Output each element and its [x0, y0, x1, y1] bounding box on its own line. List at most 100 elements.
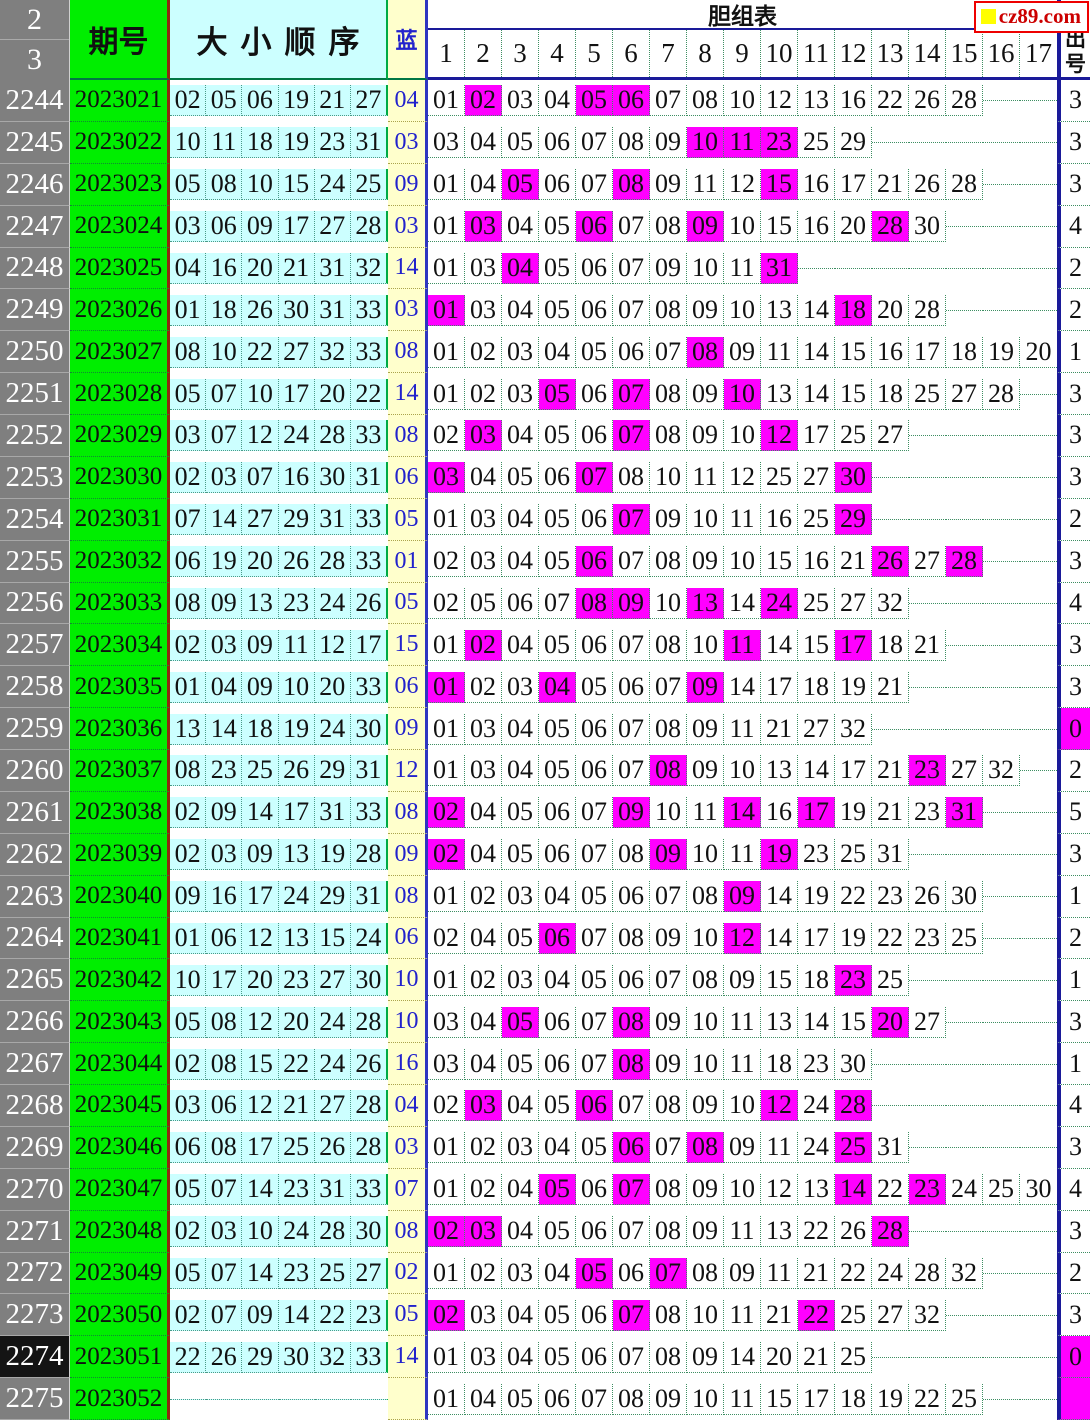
order-cell — [242, 1398, 279, 1400]
count-cell: 2 — [1057, 917, 1090, 960]
period-cell: 2023041 — [70, 917, 170, 960]
period-cell: 2023042 — [70, 959, 170, 1002]
order-cell: 23 — [278, 587, 315, 619]
ball-cell: 08 — [650, 1174, 687, 1206]
ball-cell: 04 — [502, 1216, 539, 1248]
ball-cell: 06 — [613, 881, 650, 913]
row-index: 2250 — [0, 331, 70, 374]
ball-cell: 01 — [428, 1132, 465, 1164]
ball-cell — [909, 1147, 946, 1149]
ball-cell: 09 — [650, 504, 687, 536]
watermark-link[interactable]: cz89.com — [973, 1, 1089, 33]
ball-cell: 15 — [798, 629, 835, 661]
order-cell: 28 — [314, 546, 351, 578]
order-cell: 09 — [242, 839, 279, 871]
order-cell: 24 — [278, 420, 315, 452]
blue-cell: 06 — [388, 666, 428, 709]
ball-cell — [983, 854, 1020, 856]
row-index: 2272 — [0, 1252, 70, 1295]
ball-cell: 06 — [576, 629, 613, 661]
ball-cell: 02 — [465, 1174, 502, 1206]
ball-cell: 27 — [946, 755, 983, 787]
out-count-header: 出 号 — [1057, 0, 1090, 80]
row-index: 2269 — [0, 1126, 70, 1169]
ball-cell: 11 — [724, 127, 761, 159]
ball-cell: 05 — [539, 629, 576, 661]
ball-cell: 04 — [465, 127, 502, 159]
ball-cell: 25 — [835, 839, 872, 871]
order-cell: 06 — [206, 211, 243, 243]
table-row: 2247 2023024 03 06 09 17 27 28 03 01 03 04 05 06 0… — [0, 205, 1090, 248]
ball-cell: 01 — [428, 1174, 465, 1206]
ball-cell: 04 — [502, 211, 539, 243]
ball-cell: 10 — [687, 1383, 724, 1415]
ball-cell: 08 — [613, 922, 650, 954]
ball-cell — [946, 1021, 983, 1023]
ball-cell: 04 — [465, 1048, 502, 1080]
grid-column-header: 5 — [576, 30, 613, 77]
ball-cell: 04 — [465, 922, 502, 954]
ball-cell: 11 — [724, 629, 761, 661]
ball-cell — [983, 100, 1020, 102]
row-index: 2259 — [0, 708, 70, 750]
ball-cell: 03 — [465, 546, 502, 578]
ball-cell: 01 — [428, 881, 465, 913]
ball-cell: 05 — [539, 1216, 576, 1248]
rows: 2244 2023021 02 05 06 19 21 27 04 01 02 03 04 05 0… — [0, 80, 1090, 1420]
order-cells: 02 09 14 17 31 33 — [169, 792, 389, 834]
ball-cell: 08 — [613, 127, 650, 159]
order-cell: 10 — [242, 169, 279, 201]
ball-cell — [946, 602, 983, 604]
ball-cell: 26 — [872, 546, 909, 578]
row-index: 2261 — [0, 791, 70, 834]
ball-cell: 10 — [687, 504, 724, 536]
ball-cell: 02 — [465, 336, 502, 368]
ball-cell: 05 — [576, 1257, 613, 1289]
ball-cell: 12 — [761, 420, 798, 452]
order-cell: 30 — [350, 713, 389, 745]
ball-cell: 11 — [724, 504, 761, 536]
order-cell: 07 — [169, 504, 207, 536]
order-cell: 27 — [314, 211, 351, 243]
ball-cell: 04 — [502, 1090, 539, 1122]
ball-cell: 14 — [724, 797, 761, 829]
row-index: 2262 — [0, 833, 70, 876]
ball-cell — [946, 267, 983, 269]
grid-column-header: 14 — [909, 30, 946, 77]
row-index: 2273 — [0, 1294, 70, 1337]
ball-cell: 25 — [909, 378, 946, 410]
grid-column-header: 8 — [687, 30, 724, 77]
count-cell: 0 — [1057, 1336, 1090, 1379]
order-cells: 05 08 10 15 24 25 — [169, 164, 389, 206]
row-index: 2246 — [0, 163, 70, 206]
ball-cell: 03 — [465, 294, 502, 326]
period-cell: 2023043 — [70, 1001, 170, 1044]
ball-cell: 03 — [428, 1006, 465, 1038]
ball-cell: 16 — [798, 546, 835, 578]
order-cell: 31 — [314, 252, 351, 284]
ball-cell: 16 — [835, 85, 872, 117]
ball-cells: 01 03 04 05 06 07 08 09 10 13 14 17 21 23 27 32 — [428, 750, 1057, 792]
ball-cell: 06 — [613, 671, 650, 703]
order-cells: 09 16 17 24 29 31 — [169, 876, 389, 918]
row-index: 2254 — [0, 498, 70, 541]
ball-cells: 03 04 05 06 07 08 09 10 11 23 25 29 — [428, 122, 1057, 164]
blue-cell: 05 — [388, 582, 428, 625]
ball-cell: 04 — [502, 1299, 539, 1331]
table-row: 2259 2023036 13 14 18 19 24 30 09 01 03 04 05 06 0… — [0, 708, 1090, 750]
ball-cell: 15 — [761, 546, 798, 578]
ball-cell — [872, 519, 909, 521]
ball-cell: 03 — [465, 713, 502, 745]
ball-cell: 05 — [576, 1132, 613, 1164]
period-cell: 2023033 — [70, 582, 170, 625]
ball-cell — [946, 1356, 983, 1358]
ball-cell — [1020, 979, 1057, 981]
ball-cell — [983, 686, 1020, 688]
table-row: 2263 2023040 09 16 17 24 29 31 08 01 02 03 04 05 0… — [0, 875, 1090, 918]
ball-cell: 11 — [724, 1006, 761, 1038]
order-cell: 18 — [242, 713, 279, 745]
order-cell: 30 — [314, 462, 351, 494]
blue-cell: 08 — [388, 415, 428, 457]
order-cell: 06 — [206, 922, 243, 954]
ball-cell: 04 — [465, 797, 502, 829]
